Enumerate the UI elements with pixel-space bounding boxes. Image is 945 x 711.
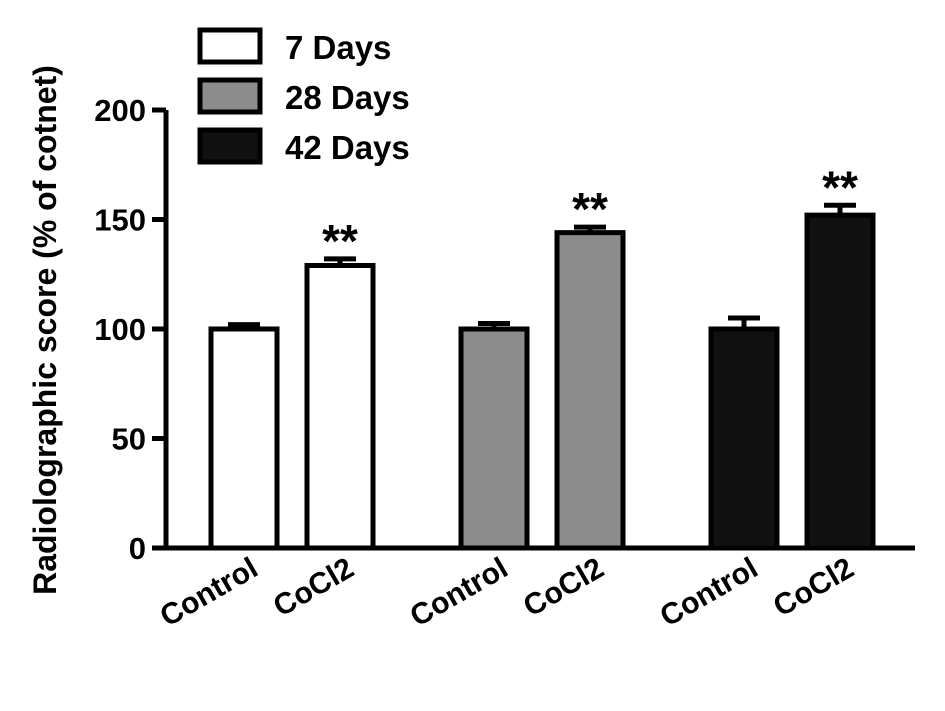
bars-layer: ** ** ** — [208, 161, 876, 551]
bar — [804, 212, 876, 551]
legend-label: 28 Days — [285, 79, 410, 116]
bar — [458, 326, 530, 551]
x-tick-label: CoCl2 — [768, 551, 860, 623]
x-tick-label: Control — [405, 551, 514, 633]
significance-label: ** — [822, 161, 858, 213]
legend: 7 Days 28 Days 42 Days — [197, 27, 410, 166]
bar — [554, 230, 626, 551]
x-tick-label: Control — [155, 551, 264, 633]
legend-label: 7 Days — [285, 29, 391, 66]
y-tick-label: 50 — [112, 422, 146, 457]
legend-swatch — [197, 127, 263, 165]
legend-swatch — [197, 77, 263, 115]
legend-swatch — [197, 27, 263, 65]
legend-label: 42 Days — [285, 129, 410, 166]
significance-label: ** — [572, 183, 608, 235]
x-tick-label: Control — [655, 551, 764, 633]
significance-label: ** — [322, 215, 358, 267]
y-tick-label: 200 — [94, 93, 146, 128]
bar — [708, 326, 780, 551]
x-tick-label: CoCl2 — [518, 551, 610, 623]
y-tick-label: 150 — [94, 203, 146, 238]
y-tick-label: 0 — [129, 531, 146, 566]
bar — [304, 262, 376, 551]
bar — [208, 326, 280, 551]
y-tick-label: 100 — [94, 312, 146, 347]
x-tick-label: CoCl2 — [268, 551, 360, 623]
y-axis-label: Radiolographic score (% of cotnet) — [27, 65, 63, 595]
